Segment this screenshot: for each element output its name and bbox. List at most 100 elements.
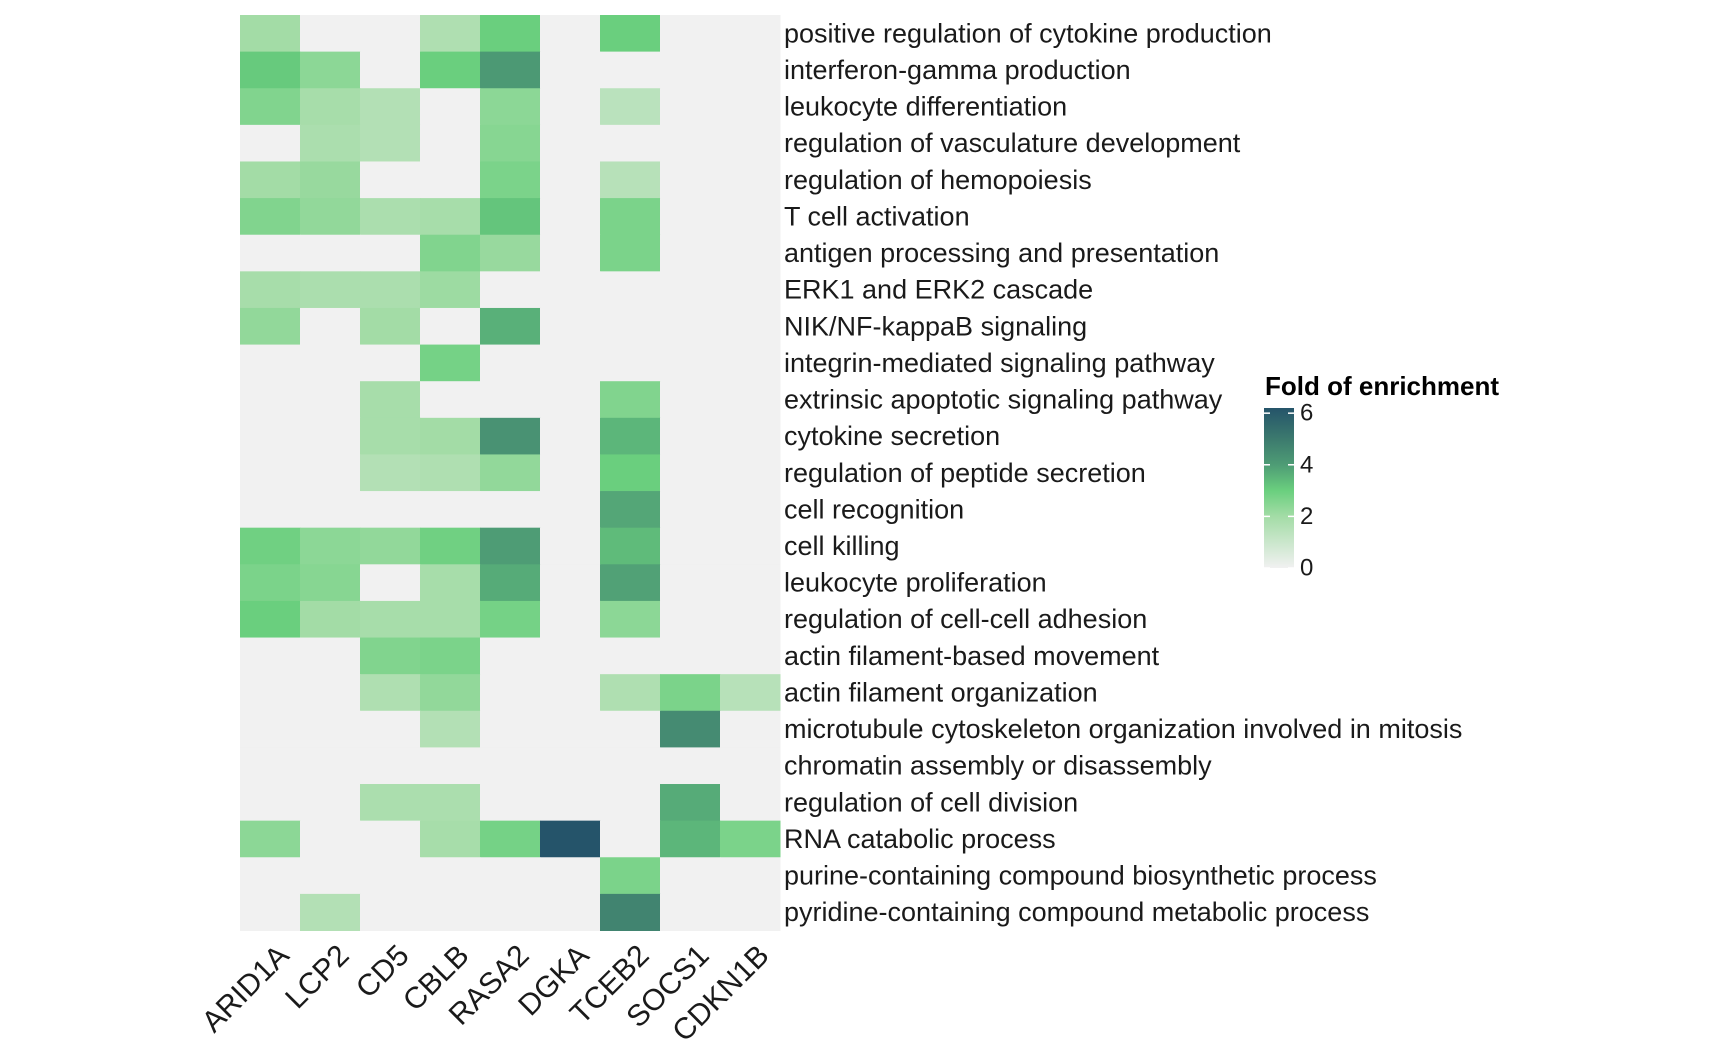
heatmap-cell-rasa2-row-5 bbox=[480, 161, 541, 199]
heatmap-cell-tceb2-row-6 bbox=[600, 198, 661, 236]
heatmap-cell-socs1-row-21 bbox=[660, 747, 721, 785]
heatmap-cell-socs1-row-20 bbox=[660, 710, 721, 748]
heatmap-cell-tceb2-row-22 bbox=[600, 784, 661, 822]
heatmap-cell-socs1-row-9 bbox=[660, 307, 721, 346]
row-label: T cell activation bbox=[784, 201, 970, 231]
heatmap-cell-cdkn1b-row-23 bbox=[720, 820, 781, 858]
heatmap-cell-socs1-row-5 bbox=[660, 161, 721, 199]
heatmap-cell-cdkn1b-row-7 bbox=[720, 234, 781, 272]
heatmap-cell-dgka-row-8 bbox=[540, 271, 601, 309]
heatmap-cell-dgka-row-13 bbox=[540, 454, 601, 492]
heatmap-cell-socs1-row-3 bbox=[660, 88, 721, 126]
heatmap-cell-cdkn1b-row-9 bbox=[720, 307, 781, 346]
heatmap-cell-dgka-row-11 bbox=[540, 381, 601, 419]
heatmap-cell-cdkn1b-row-5 bbox=[720, 161, 781, 199]
row-label: leukocyte proliferation bbox=[784, 568, 1047, 598]
heatmap-cell-arid1a-row-24 bbox=[240, 857, 301, 895]
heatmap-cell-tceb2-row-17 bbox=[600, 600, 661, 639]
heatmap-cell-arid1a-row-5 bbox=[240, 161, 301, 199]
heatmap-cell-cdkn1b-row-11 bbox=[720, 381, 781, 419]
heatmap-cell-cd5-row-21 bbox=[360, 747, 421, 785]
heatmap-cell-cd5-row-10 bbox=[360, 344, 421, 382]
heatmap-cell-lcp2-row-12 bbox=[300, 417, 361, 455]
heatmap-cell-cd5-row-14 bbox=[360, 491, 421, 529]
heatmap-cell-arid1a-row-13 bbox=[240, 454, 301, 492]
heatmap-cell-cblb-row-17 bbox=[420, 600, 481, 639]
heatmap-cell-tceb2-row-20 bbox=[600, 710, 661, 748]
heatmap-cell-cdkn1b-row-4 bbox=[720, 124, 781, 162]
heatmap-cell-cdkn1b-row-20 bbox=[720, 710, 781, 748]
heatmap-cell-cblb-row-20 bbox=[420, 710, 481, 748]
heatmap-cell-cblb-row-24 bbox=[420, 857, 481, 895]
heatmap-cell-cdkn1b-row-21 bbox=[720, 747, 781, 785]
heatmap-cell-socs1-row-4 bbox=[660, 124, 721, 162]
heatmap-cell-rasa2-row-20 bbox=[480, 710, 541, 748]
heatmap-cell-cd5-row-2 bbox=[360, 51, 421, 89]
heatmap-cell-arid1a-row-7 bbox=[240, 234, 301, 272]
heatmap-cell-socs1-row-17 bbox=[660, 600, 721, 639]
heatmap-cell-tceb2-row-24 bbox=[600, 857, 661, 895]
heatmap-cell-cblb-row-7 bbox=[420, 234, 481, 272]
heatmap-cell-socs1-row-16 bbox=[660, 564, 721, 602]
heatmap-cell-rasa2-row-3 bbox=[480, 88, 541, 126]
heatmap-cell-arid1a-row-14 bbox=[240, 491, 301, 529]
row-label: positive regulation of cytokine producti… bbox=[784, 18, 1272, 48]
heatmap-cell-tceb2-row-7 bbox=[600, 234, 661, 272]
heatmap-cell-dgka-row-5 bbox=[540, 161, 601, 199]
heatmap-cell-socs1-row-12 bbox=[660, 417, 721, 455]
heatmap-cell-arid1a-row-20 bbox=[240, 710, 301, 748]
heatmap-cell-tceb2-row-19 bbox=[600, 674, 661, 712]
heatmap-cell-rasa2-row-6 bbox=[480, 198, 541, 236]
heatmap-cell-tceb2-row-8 bbox=[600, 271, 661, 309]
heatmap-cell-lcp2-row-22 bbox=[300, 784, 361, 822]
heatmap-cell-lcp2-row-2 bbox=[300, 51, 361, 89]
heatmap-cell-dgka-row-3 bbox=[540, 88, 601, 126]
row-label: regulation of vasculature development bbox=[784, 128, 1241, 158]
heatmap-cell-lcp2-row-7 bbox=[300, 234, 361, 272]
heatmap-cell-rasa2-row-13 bbox=[480, 454, 541, 492]
heatmap-cell-socs1-row-18 bbox=[660, 637, 721, 675]
heatmap-cell-lcp2-row-8 bbox=[300, 271, 361, 309]
heatmap-cell-cblb-row-19 bbox=[420, 674, 481, 712]
heatmap-cell-lcp2-row-21 bbox=[300, 747, 361, 785]
heatmap-cell-cdkn1b-row-2 bbox=[720, 51, 781, 89]
heatmap-cell-cd5-row-22 bbox=[360, 784, 421, 822]
heatmap-cell-socs1-row-10 bbox=[660, 344, 721, 382]
heatmap-cells bbox=[240, 15, 781, 931]
heatmap-cell-cdkn1b-row-22 bbox=[720, 784, 781, 822]
heatmap-cell-dgka-row-6 bbox=[540, 198, 601, 236]
heatmap-cell-socs1-row-13 bbox=[660, 454, 721, 492]
heatmap-cell-cblb-row-11 bbox=[420, 381, 481, 419]
heatmap-cell-arid1a-row-3 bbox=[240, 88, 301, 126]
heatmap-cell-rasa2-row-4 bbox=[480, 124, 541, 162]
heatmap-cell-cd5-row-15 bbox=[360, 527, 421, 565]
heatmap-cell-dgka-row-20 bbox=[540, 710, 601, 748]
heatmap-cell-cblb-row-23 bbox=[420, 820, 481, 858]
heatmap-cell-cdkn1b-row-18 bbox=[720, 637, 781, 675]
heatmap-cell-lcp2-row-24 bbox=[300, 857, 361, 895]
heatmap-cell-lcp2-row-20 bbox=[300, 710, 361, 748]
heatmap-cell-cdkn1b-row-12 bbox=[720, 417, 781, 455]
heatmap-cell-cd5-row-20 bbox=[360, 710, 421, 748]
heatmap-cell-cblb-row-18 bbox=[420, 637, 481, 675]
heatmap-cell-cblb-row-10 bbox=[420, 344, 481, 382]
heatmap-cell-socs1-row-1 bbox=[660, 15, 721, 53]
heatmap-cell-rasa2-row-15 bbox=[480, 527, 541, 565]
heatmap-cell-cdkn1b-row-3 bbox=[720, 88, 781, 126]
row-label: actin filament organization bbox=[784, 677, 1098, 707]
heatmap-cell-rasa2-row-17 bbox=[480, 600, 541, 639]
heatmap-cell-arid1a-row-18 bbox=[240, 637, 301, 675]
row-label: cell killing bbox=[784, 531, 900, 561]
heatmap-cell-cdkn1b-row-24 bbox=[720, 857, 781, 895]
heatmap-cell-socs1-row-24 bbox=[660, 857, 721, 895]
heatmap-cell-cd5-row-19 bbox=[360, 674, 421, 712]
heatmap-cell-rasa2-row-24 bbox=[480, 857, 541, 895]
heatmap-cell-cblb-row-21 bbox=[420, 747, 481, 785]
heatmap-cell-arid1a-row-23 bbox=[240, 820, 301, 858]
heatmap-cell-dgka-row-18 bbox=[540, 637, 601, 675]
row-label: extrinsic apoptotic signaling pathway bbox=[784, 385, 1223, 415]
heatmap-cell-lcp2-row-14 bbox=[300, 491, 361, 529]
heatmap-cell-cblb-row-6 bbox=[420, 198, 481, 236]
heatmap-cell-rasa2-row-12 bbox=[480, 417, 541, 455]
